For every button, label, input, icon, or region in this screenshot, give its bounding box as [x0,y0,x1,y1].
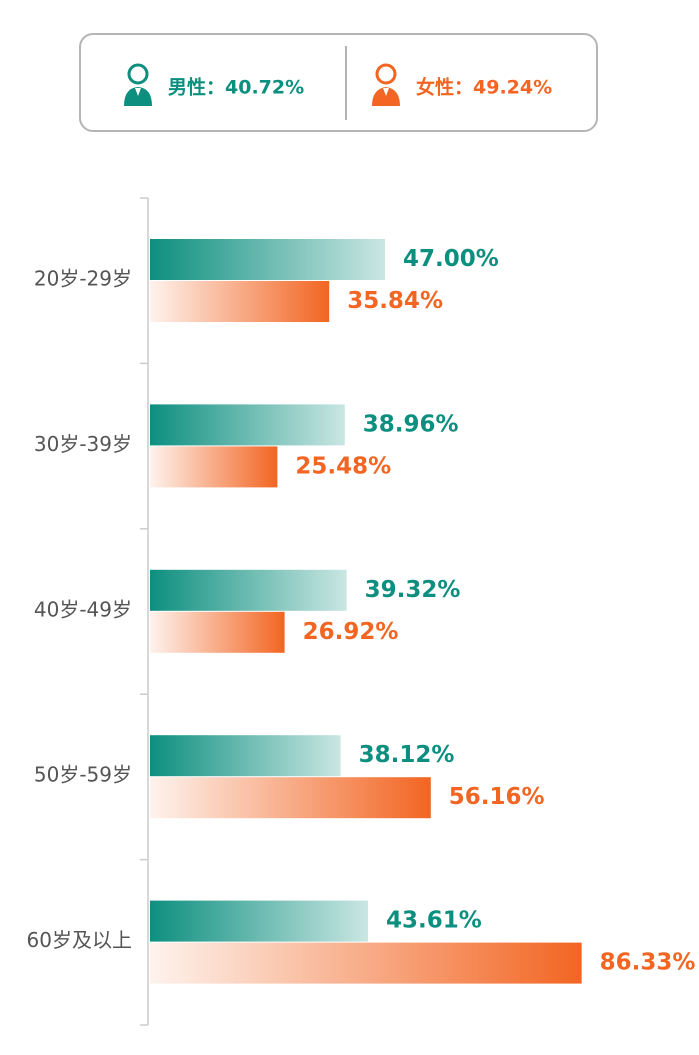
legend-icon [124,63,152,106]
value-label: 47.00% [403,246,499,272]
value-label: 35.84% [347,288,443,314]
value-label: 56.16% [449,784,545,810]
category-label: 20岁-29岁 [34,267,132,291]
value-label: 43.61% [386,908,482,934]
category-label: 60岁及以上 [27,928,132,952]
bar [150,942,582,984]
bar [150,735,341,777]
bar [150,404,345,446]
bar [150,900,369,942]
category-label: 50岁-59岁 [34,763,132,787]
value-label: 38.12% [359,742,455,768]
value-label: 26.92% [303,619,399,645]
value-label: 25.48% [295,453,391,479]
legend-icon [372,63,400,106]
value-label: 39.32% [365,577,461,603]
bar [150,446,278,488]
legend-label: 女性：49.24% [416,76,552,99]
category-label: 30岁-39岁 [34,432,132,456]
bar [150,611,285,653]
bar [150,777,431,819]
bar [150,569,347,611]
bar [150,239,385,280]
value-label: 38.96% [363,411,459,437]
category-label: 40岁-49岁 [34,597,132,621]
bar [150,281,330,322]
legend-box [79,33,598,132]
value-label: 86.33% [600,950,696,976]
legend-label: 男性：40.72% [168,76,304,99]
